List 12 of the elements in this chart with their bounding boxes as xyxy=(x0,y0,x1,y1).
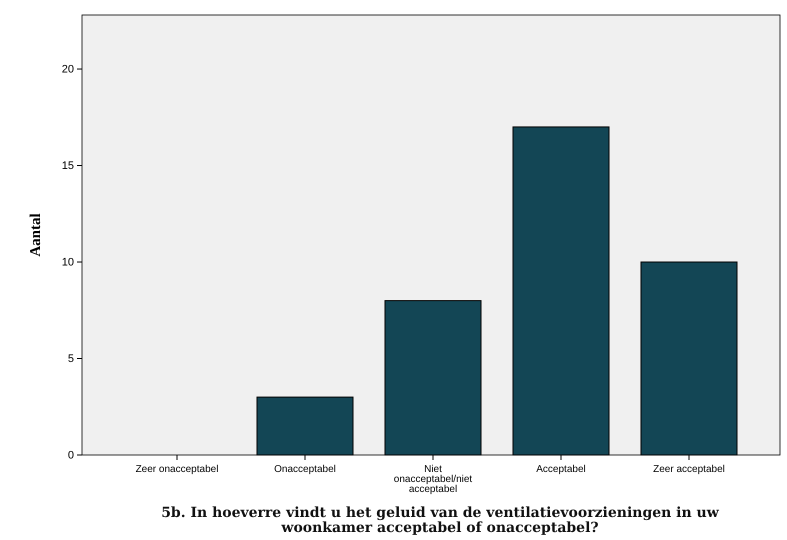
x-tick-label: Zeer onacceptabel xyxy=(136,464,218,475)
x-tick-label: Niet onacceptabel/niet acceptabel xyxy=(394,464,472,495)
x-tick-label: Acceptabel xyxy=(536,464,586,475)
y-tick-label: 15 xyxy=(62,160,74,172)
x-tick-label: Zeer acceptabel xyxy=(653,464,725,475)
y-tick-label: 0 xyxy=(68,450,74,462)
x-tick-label: Onacceptabel xyxy=(274,464,336,475)
x-axis-title: 5b. In hoeverre vindt u het geluid van de ventilatievoorzieningen in uw woonkamer acceptabel of onacceptabel? xyxy=(161,505,720,536)
y-tick-label: 20 xyxy=(62,64,74,76)
y-tick-label: 10 xyxy=(62,256,74,269)
y-axis-title: Aantal xyxy=(28,213,44,257)
y-tick-label: 5 xyxy=(68,353,74,366)
